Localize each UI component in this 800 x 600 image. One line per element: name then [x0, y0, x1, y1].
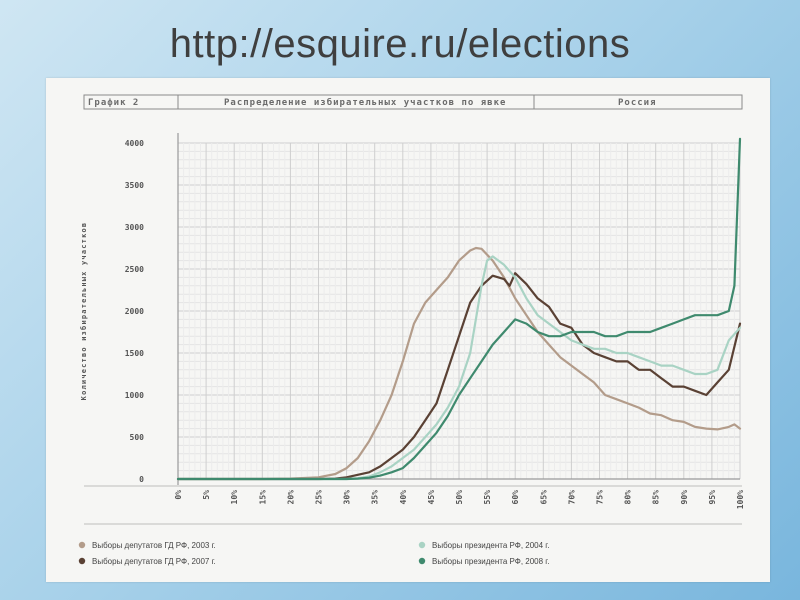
x-tick-label: 85% [652, 490, 661, 505]
x-tick-label: 0% [174, 490, 183, 500]
legend: Выборы депутатов ГД РФ, 2003 г. Выборы де… [78, 541, 549, 566]
x-tick-label: 30% [343, 490, 352, 505]
chart-figure: График 2 Распределение избирательных уча… [46, 78, 770, 582]
y-tick-label: 3500 [125, 181, 144, 190]
legend-label: Выборы президента РФ, 2008 г. [432, 557, 549, 566]
y-tick-label: 1000 [125, 391, 144, 400]
legend-marker [418, 557, 426, 565]
legend-label: Выборы президента РФ, 2004 г. [432, 541, 549, 550]
x-tick-label: 20% [286, 490, 295, 505]
x-tick-label: 90% [680, 490, 689, 505]
x-tick-label: 15% [258, 490, 267, 505]
x-tick-label: 40% [399, 490, 408, 505]
y-tick-label: 1500 [125, 349, 144, 358]
series-line-2 [176, 272, 742, 481]
x-tick-label: 5% [202, 490, 211, 500]
x-tick-label: 65% [539, 490, 548, 505]
x-tick-label: 35% [371, 490, 380, 505]
header-left-label: График 2 [88, 98, 139, 108]
x-tick-label: 45% [427, 490, 436, 505]
legend-label: Выборы депутатов ГД РФ, 2003 г. [92, 541, 216, 550]
header-right-label: Россия [618, 98, 657, 108]
x-tick-label: 10% [230, 490, 239, 505]
legend-marker [78, 557, 86, 565]
slide-title: http://esquire.ru/elections [169, 22, 631, 66]
axes [84, 133, 742, 525]
x-tick-label: 95% [708, 490, 717, 505]
header-frame [83, 94, 743, 110]
y-tick-label: 0 [139, 475, 144, 484]
y-axis-title: Количество избирательных участков [80, 222, 88, 401]
legend-marker [78, 541, 86, 549]
y-tick-labels: 0 500 1000 1500 2000 2500 3000 3500 4000 [125, 139, 144, 484]
x-tick-label: 55% [483, 490, 492, 505]
series-lines [176, 137, 742, 481]
legend-label: Выборы депутатов ГД РФ, 2007 г. [92, 557, 216, 566]
series-line-1 [176, 246, 742, 481]
y-tick-label: 2500 [125, 265, 144, 274]
x-tick-label: 75% [596, 490, 605, 505]
y-tick-label: 3000 [125, 223, 144, 232]
x-tick-label: 80% [624, 490, 633, 505]
x-tick-label: 25% [315, 490, 324, 505]
y-tick-label: 4000 [125, 139, 144, 148]
turnout-distribution-chart: График 2 Распределение избирательных уча… [78, 94, 745, 566]
x-tick-label: 70% [567, 490, 576, 505]
x-tick-label: 50% [455, 490, 464, 505]
grid [177, 142, 741, 480]
x-tick-labels: 0% 5% 10% 15% 20% 25% 30% 35% 40% 45% 50% 55% 60% 65%… [174, 490, 745, 509]
y-tick-label: 2000 [125, 307, 144, 316]
legend-marker [418, 541, 426, 549]
x-tick-label: 100% [736, 490, 745, 509]
series-line-4 [176, 137, 742, 481]
x-tick-label: 60% [511, 490, 520, 505]
y-tick-label: 500 [130, 433, 145, 442]
chart-header: График 2 Распределение избирательных уча… [83, 94, 743, 110]
header-center-label: Распределение избирательных участков по … [224, 97, 506, 108]
